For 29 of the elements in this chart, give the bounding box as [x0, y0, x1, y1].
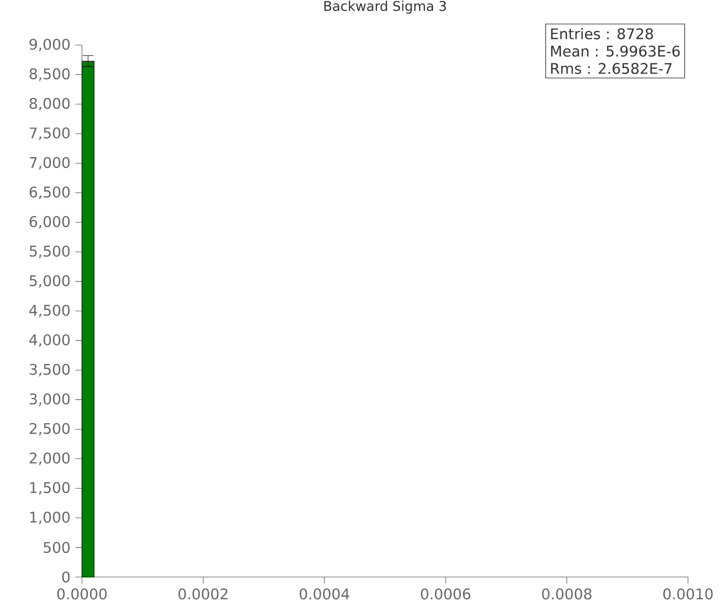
y-tick-label: 1,500 [30, 482, 70, 495]
y-tick-label: 0 [62, 571, 70, 583]
y-tick-label: 5,500 [30, 246, 70, 258]
chart-title: Backward Sigma 3 [324, 0, 446, 14]
y-tick-label: 6,500 [30, 186, 70, 200]
y-tick-label: 5,000 [30, 275, 70, 288]
y-tick-label: 1,000 [30, 512, 70, 524]
y-tick-label: 2,500 [30, 422, 70, 436]
y-tick-label: 8,500 [30, 68, 70, 81]
x-tick-label: 0.0006 [420, 588, 470, 600]
y-tick-label: 4,000 [29, 334, 70, 347]
y-tick-label: 7,000 [30, 156, 70, 170]
x-tick-label: 0.0010 [663, 588, 713, 600]
text: Entries : 8728 [551, 28, 653, 40]
y-tick-label: 8,000 [30, 98, 70, 110]
y-tick-label: 500 [44, 542, 70, 553]
annotation: Mean : 5.9963E-6 [551, 46, 680, 57]
y-tick-label: 9,000 [30, 38, 70, 52]
y-tick-label: 3,000 [30, 393, 70, 406]
y-tick-label: 6,000 [30, 216, 70, 229]
y-tick-label: 7,500 [30, 127, 70, 140]
x-tick-label: 0.0008 [542, 588, 592, 600]
annotation: Rms : 2.6582E-7 [551, 62, 672, 74]
x-tick-label: 0.0002 [178, 588, 228, 600]
y-tick-label: 4,500 [29, 304, 70, 318]
y-tick-label: 2,000 [30, 452, 70, 466]
x-tick-label: 0.0004 [300, 588, 350, 600]
x-tick-label: 0.0000 [57, 588, 107, 600]
y-tick-label: 3,500 [30, 364, 70, 376]
